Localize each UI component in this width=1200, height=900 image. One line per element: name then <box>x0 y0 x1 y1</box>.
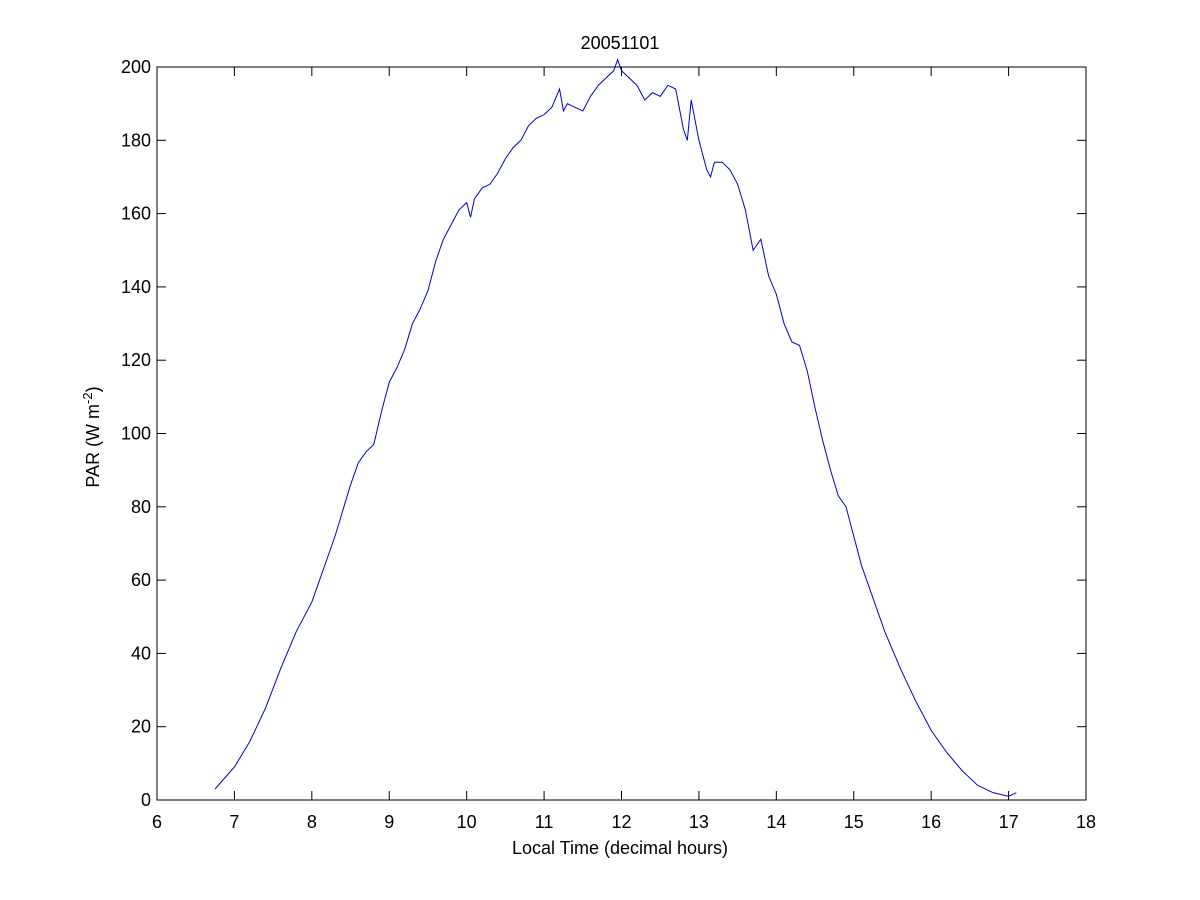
plot-area-frame <box>156 66 1087 801</box>
y-axis-label: PAR (W m-2) <box>80 386 103 487</box>
x-tick-labels: 6 7 8 9 10 11 12 13 14 15 16 17 18 <box>152 812 1096 832</box>
y-tick-label: 60 <box>131 570 151 590</box>
x-tick-label: 7 <box>229 812 239 832</box>
y-tick-label: 140 <box>121 277 151 297</box>
y-tick-labels: 0 20 40 60 80 100 120 140 160 180 200 <box>121 57 151 810</box>
x-tick-label: 10 <box>457 812 477 832</box>
par-series-line <box>214 58 1017 797</box>
x-tick-label: 17 <box>999 812 1019 832</box>
y-tick-label: 180 <box>121 130 151 150</box>
y-tick-label: 100 <box>121 424 151 444</box>
x-tick-label: 18 <box>1076 812 1096 832</box>
chart-title: 20051101 <box>581 33 660 53</box>
y-axis-label-suffix: ) <box>83 386 103 392</box>
x-axis-label: Local Time (decimal hours) <box>512 838 728 858</box>
x-tick-label: 14 <box>766 812 786 832</box>
x-tick-label: 11 <box>535 812 554 832</box>
y-tick-label: 40 <box>131 643 151 663</box>
x-tick-label: 13 <box>689 812 709 832</box>
x-tick-label: 9 <box>384 812 394 832</box>
y-tick-label: 80 <box>131 497 151 517</box>
y-tick-label: 0 <box>141 790 151 810</box>
x-tick-label: 15 <box>844 812 864 832</box>
y-tick-label: 160 <box>121 204 151 224</box>
x-tick-label: 6 <box>152 812 162 832</box>
y-tick-label: 20 <box>131 717 151 737</box>
x-tick-label: 12 <box>611 812 631 832</box>
y-axis-label-superscript: -2 <box>80 392 95 404</box>
y-tick-label: 120 <box>121 350 151 370</box>
y-tick-label: 200 <box>121 57 151 77</box>
x-tick-label: 16 <box>921 812 941 832</box>
x-tick-label: 8 <box>307 812 317 832</box>
y-axis-label-main: PAR (W m <box>83 404 103 488</box>
